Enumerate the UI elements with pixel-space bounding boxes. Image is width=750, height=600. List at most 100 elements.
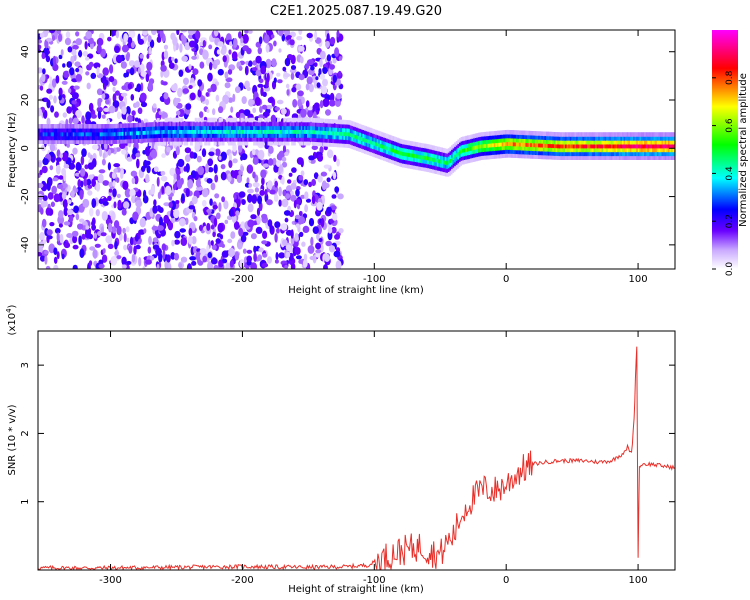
- spectrogram-cell: [626, 147, 630, 153]
- spectrogram-cell: [658, 151, 662, 157]
- spectrogram-cell: [294, 137, 298, 142]
- spectrogram-cell: [237, 125, 241, 130]
- spectrogram-cell: [191, 121, 195, 127]
- spectrogram-cell: [210, 117, 214, 123]
- spectrogram-cell: [311, 137, 315, 142]
- spectrogram-cell: [175, 121, 179, 127]
- spectrogram-cell: [408, 164, 412, 169]
- spectrogram-cell: [57, 127, 60, 133]
- spectrogram-cell: [604, 155, 608, 160]
- spectrogram-cell: [370, 143, 374, 149]
- spectrogram-cell: [362, 137, 366, 142]
- spectrogram-cell: [259, 117, 263, 123]
- spectrogram-cell: [667, 155, 671, 160]
- spectrogram-cell: [162, 81, 168, 86]
- spectrogram-cell: [163, 44, 169, 50]
- spectrogram-cell: [239, 129, 242, 134]
- spectrogram-cell: [462, 159, 466, 165]
- spectrogram-cell: [476, 140, 480, 146]
- spectrogram-cell: [454, 150, 458, 155]
- spectrogram-cell: [96, 44, 102, 54]
- spectrogram-cell: [281, 133, 285, 138]
- spectrogram-cell: [75, 162, 82, 171]
- spectrogram-cell: [226, 129, 230, 134]
- spectrogram-cell: [462, 152, 466, 157]
- spectrogram-cell: [629, 155, 633, 160]
- spectrogram-cell: [365, 146, 369, 151]
- spectrogram-cell: [349, 132, 353, 137]
- spectrogram-cell: [206, 244, 210, 255]
- spectrogram-cell: [553, 139, 557, 145]
- spectrogram-cell: [515, 145, 519, 151]
- spectrogram-cell: [541, 135, 545, 140]
- spectrogram-cell: [170, 252, 176, 260]
- spectrogram-cell: [490, 135, 494, 140]
- spectrogram-cell: [313, 102, 320, 110]
- spectrogram-cell: [217, 68, 224, 76]
- spectrogram-cell: [561, 155, 565, 160]
- spectrogram-cell: [601, 140, 605, 145]
- spectrogram-cell: [457, 147, 461, 152]
- spectrogram-cell: [313, 133, 317, 139]
- spectrogram-cell: [398, 146, 402, 152]
- spectrogram-cell: [284, 133, 288, 138]
- spectrogram-cell: [379, 143, 383, 148]
- spectrogram-cell: [345, 139, 348, 144]
- spectrogram-cell: [238, 31, 242, 39]
- spectrogram-cell: [39, 85, 44, 91]
- spectrogram-cell: [187, 179, 194, 189]
- spectrogram-cell: [88, 174, 94, 180]
- spectrogram-cell: [409, 156, 413, 162]
- spectrogram-cell: [180, 256, 188, 263]
- spectrogram-cell: [577, 140, 581, 145]
- spectrogram-xtick-label: -200: [231, 274, 254, 285]
- spectrogram-ytick-label: -20: [20, 188, 31, 204]
- spectrogram-cell: [45, 127, 49, 133]
- spectrogram-cell: [85, 111, 92, 121]
- spectrogram-cell: [468, 146, 472, 152]
- spectrogram-cell: [553, 135, 557, 141]
- spectrogram-cell: [93, 62, 101, 69]
- spectrogram-cell: [373, 129, 377, 135]
- spectrogram-cell: [149, 255, 155, 261]
- spectrogram-cell: [367, 142, 371, 148]
- spectrogram-cell: [398, 150, 402, 155]
- spectrogram-cell: [318, 141, 322, 147]
- spectrogram-cell: [231, 141, 235, 146]
- spectrogram-cell: [390, 155, 394, 160]
- spectrogram-cell: [239, 141, 242, 146]
- spectrogram-cell: [244, 65, 249, 76]
- spectrogram-cell: [422, 147, 426, 152]
- spectrogram-cell: [139, 63, 145, 72]
- spectrogram-cell: [187, 30, 195, 36]
- spectrogram-cell: [432, 161, 436, 166]
- spectrogram-cell: [174, 58, 178, 64]
- spectrogram-cell: [626, 132, 630, 137]
- spectrogram-cell: [76, 124, 79, 129]
- spectrogram-cell: [395, 137, 399, 143]
- spectrogram-cell: [599, 147, 603, 153]
- spectrogram-cell: [509, 153, 513, 158]
- spectrogram-cell: [585, 155, 589, 160]
- spectrogram-cell: [109, 124, 113, 129]
- spectrogram-cell: [313, 111, 317, 121]
- spectrogram-cell: [500, 134, 504, 139]
- spectrogram-cell: [482, 147, 486, 152]
- spectrogram-cell: [229, 117, 233, 123]
- spectrogram-cell: [72, 117, 79, 125]
- spectrogram-cell: [52, 124, 56, 129]
- spectrogram-cell: [134, 130, 138, 136]
- spectrogram-cell: [648, 155, 652, 160]
- spectrogram-cell: [147, 35, 152, 43]
- spectrogram-cell: [178, 141, 182, 146]
- spectrogram-cell: [561, 151, 565, 157]
- spectrogram-cell: [577, 143, 581, 149]
- spectrogram-cell: [428, 156, 432, 161]
- spectrogram-cell: [534, 138, 538, 144]
- spectrogram-cell: [202, 137, 206, 142]
- spectrogram-cell: [647, 147, 651, 153]
- spectrogram-cell: [145, 122, 149, 127]
- spectrogram-cell: [520, 149, 524, 155]
- spectrogram-cell: [493, 131, 497, 136]
- spectrogram-cell: [118, 127, 122, 133]
